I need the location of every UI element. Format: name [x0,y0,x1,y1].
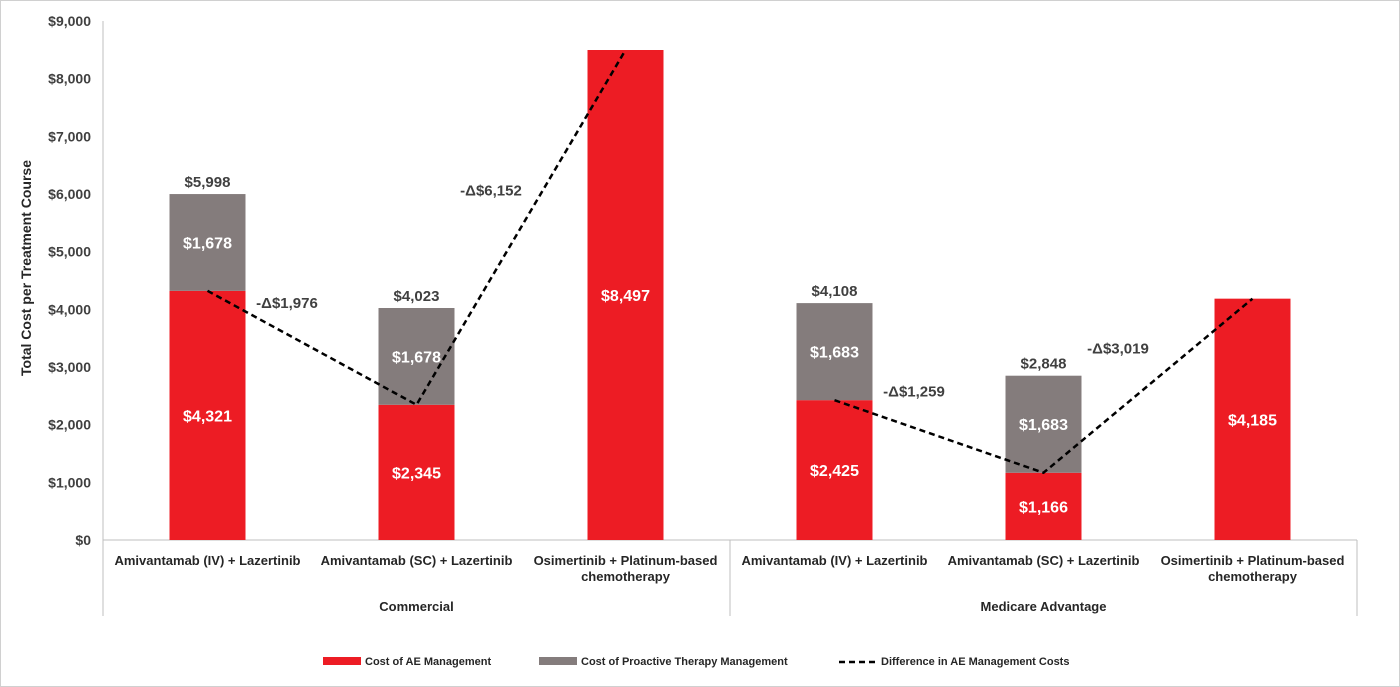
bar-ae-management [1214,298,1291,540]
data-label-ae: $8,497 [601,288,650,305]
bar-ae-management [1005,472,1082,540]
difference-line [206,49,627,407]
bar-ae-management [169,290,246,540]
legend-label: Cost of Proactive Therapy Management [581,656,788,668]
x-tick-label: Osimertinib + Platinum-based [1161,553,1345,568]
y-tick-label: $4,000 [48,301,91,317]
data-label-total: $5,998 [185,174,231,191]
y-tick-label: $5,000 [48,244,91,260]
group-label: Medicare Advantage [981,599,1107,614]
legend-label: Difference in AE Management Costs [881,656,1069,668]
data-label-proactive: $1,683 [810,345,859,362]
data-label-total: $2,848 [1021,356,1067,373]
difference-label: -Δ$1,976 [256,295,318,312]
data-label-ae: $4,185 [1228,412,1277,429]
x-tick-label: Amivantamab (SC) + Lazertinib [321,553,513,568]
difference-label: -Δ$6,152 [460,182,522,199]
y-tick-label: $9,000 [48,13,91,29]
x-tick-label: chemotherapy [581,569,671,584]
y-tick-label: $3,000 [48,359,91,375]
x-tick-label: chemotherapy [1208,569,1298,584]
data-label-total: $4,023 [394,288,440,305]
y-tick-label: $0 [75,532,91,548]
y-axis-title: Total Cost per Treatment Course [18,160,34,376]
data-label-total: $4,108 [812,283,858,300]
difference-label: -Δ$3,019 [1087,341,1149,358]
x-tick-label: Osimertinib + Platinum-based [534,553,718,568]
bar-proactive-management [1005,375,1082,473]
legend-swatch [539,657,577,665]
data-label-proactive: $1,678 [183,235,232,252]
bar-ae-management [378,404,455,540]
x-tick-label: Amivantamab (SC) + Lazertinib [948,553,1140,568]
difference-label: -Δ$1,259 [883,383,945,400]
data-label-proactive: $1,678 [392,349,441,366]
data-label-ae: $2,345 [392,465,441,482]
y-tick-label: $8,000 [48,71,91,87]
legend-label: Cost of AE Management [365,656,491,668]
legend-item: Cost of Proactive Therapy Management [539,656,788,668]
data-label-ae: $2,425 [810,463,859,480]
data-label-proactive: $1,683 [1019,417,1068,434]
data-label-ae: $4,321 [183,408,232,425]
bar-ae-management [796,400,873,540]
x-tick-label: Amivantamab (IV) + Lazertinib [114,553,300,568]
legend-swatch [323,657,361,665]
difference-line [834,297,1254,475]
y-tick-label: $6,000 [48,186,91,202]
y-tick-label: $1,000 [48,474,91,490]
bar-ae-management [587,50,664,540]
y-tick-label: $7,000 [48,128,91,144]
x-tick-label: Amivantamab (IV) + Lazertinib [741,553,927,568]
y-tick-label: $2,000 [48,417,91,433]
data-label-ae: $1,166 [1019,499,1068,516]
bar-proactive-management [169,194,246,291]
legend-item: Difference in AE Management Costs [839,656,1069,668]
legend-item: Cost of AE Management [323,656,491,668]
bar-proactive-management [378,308,455,405]
group-label: Commercial [379,599,453,614]
bar-proactive-management [796,303,873,401]
